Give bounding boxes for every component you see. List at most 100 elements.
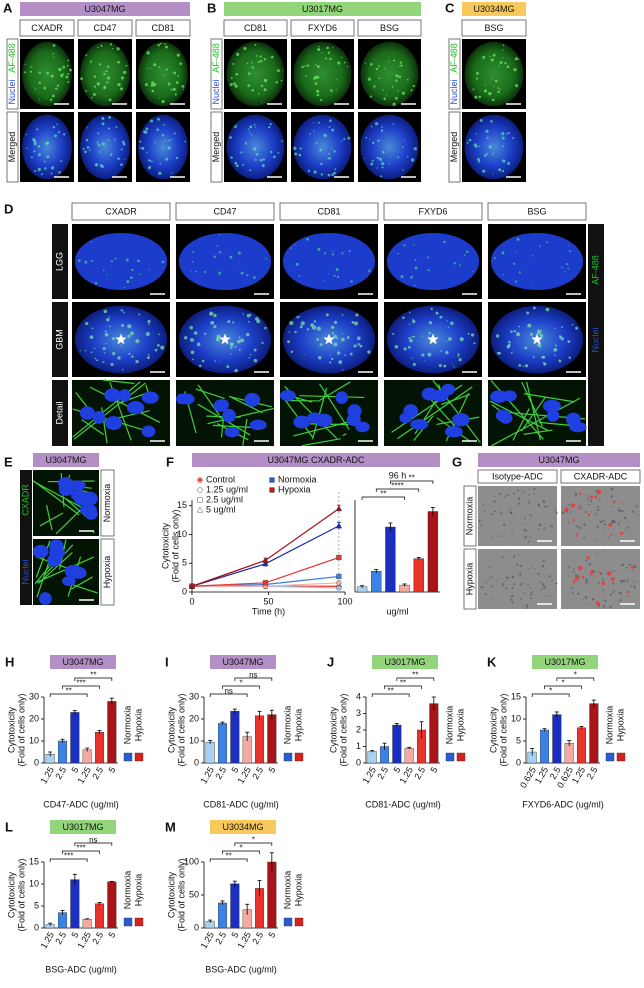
channel-label: AF-488	[449, 43, 459, 73]
texture	[101, 122, 105, 126]
x-axis-title: Time (h)	[252, 606, 285, 616]
texture	[53, 56, 55, 58]
significance-label: ***	[76, 679, 85, 688]
nucleus	[215, 399, 229, 410]
texture	[510, 598, 513, 601]
texture	[170, 88, 173, 91]
texture	[619, 592, 622, 595]
texture	[192, 358, 194, 361]
texture	[511, 575, 515, 579]
texture	[520, 397, 546, 432]
tissue	[226, 41, 285, 107]
texture	[511, 587, 514, 589]
texture	[496, 352, 500, 355]
inset-title: 96 h	[389, 470, 407, 480]
legend-label: 1.25 ug/ml	[206, 484, 248, 494]
texture	[400, 275, 404, 279]
texture	[33, 150, 36, 153]
x-tick-label: 2.5	[585, 765, 600, 781]
texture	[329, 355, 331, 357]
texture	[596, 489, 602, 495]
texture	[612, 590, 615, 594]
texture	[317, 381, 351, 403]
legend-label: Normoxia	[122, 871, 132, 910]
texture	[604, 596, 606, 599]
texture	[499, 88, 501, 91]
texture	[571, 511, 573, 513]
texture	[543, 527, 546, 530]
texture	[519, 564, 522, 568]
texture	[601, 578, 604, 581]
texture	[428, 321, 433, 325]
texture	[84, 349, 87, 352]
nucleus	[141, 425, 156, 438]
texture	[571, 587, 574, 590]
micrograph	[561, 549, 640, 609]
texture	[306, 237, 309, 241]
nucleus	[441, 383, 456, 396]
legend-swatch	[456, 752, 466, 762]
marker-box	[290, 19, 355, 37]
texture	[66, 64, 69, 67]
y-tick-label: 0	[34, 757, 39, 767]
y-tick-label: 0	[34, 922, 39, 932]
texture	[576, 532, 579, 535]
texture	[240, 271, 244, 275]
texture	[122, 142, 126, 146]
texture	[392, 123, 395, 125]
cell-line-header	[20, 2, 190, 16]
nucleus	[410, 419, 429, 430]
nucleus	[279, 390, 296, 401]
legend-label: Hypoxia	[293, 874, 303, 907]
texture	[484, 593, 487, 596]
texture	[409, 339, 413, 343]
texture	[472, 88, 475, 91]
texture	[598, 498, 601, 501]
y-tick-label: 2	[356, 724, 361, 734]
texture	[402, 169, 404, 171]
texture	[342, 333, 344, 335]
significance-bracket	[62, 850, 100, 854]
texture	[545, 307, 550, 312]
significance-bracket	[234, 677, 273, 681]
texture	[515, 490, 517, 492]
texture	[147, 323, 150, 325]
texture	[428, 331, 431, 335]
legend-swatch	[616, 752, 626, 762]
texture	[333, 334, 338, 339]
texture	[43, 86, 47, 90]
texture	[123, 70, 127, 75]
x-tick-label: 5	[428, 765, 439, 774]
micrograph	[478, 549, 557, 609]
bar	[217, 723, 228, 764]
texture	[34, 170, 37, 173]
texture	[397, 89, 399, 92]
texture	[319, 343, 323, 347]
texture	[578, 565, 583, 571]
texture	[612, 570, 615, 573]
legend-label: Hypoxia	[615, 709, 625, 742]
texture	[94, 357, 96, 360]
texture	[316, 89, 320, 93]
texture	[157, 43, 161, 47]
texture	[151, 68, 153, 70]
texture	[626, 526, 629, 529]
texture	[516, 563, 519, 566]
marker-box	[383, 202, 483, 221]
texture	[215, 337, 220, 342]
texture	[539, 245, 542, 248]
texture	[45, 97, 47, 99]
tissue	[386, 233, 480, 290]
texture	[381, 166, 384, 169]
texture	[402, 316, 405, 319]
texture	[281, 140, 283, 143]
row-label: GBM	[54, 329, 64, 350]
texture	[234, 84, 238, 88]
texture	[151, 81, 155, 85]
cell-line: U3017MG	[62, 822, 103, 832]
star-marker	[219, 333, 231, 345]
texture	[589, 511, 591, 513]
panel-letter: G	[452, 454, 462, 469]
texture	[112, 337, 115, 340]
row-label-box	[210, 111, 223, 183]
